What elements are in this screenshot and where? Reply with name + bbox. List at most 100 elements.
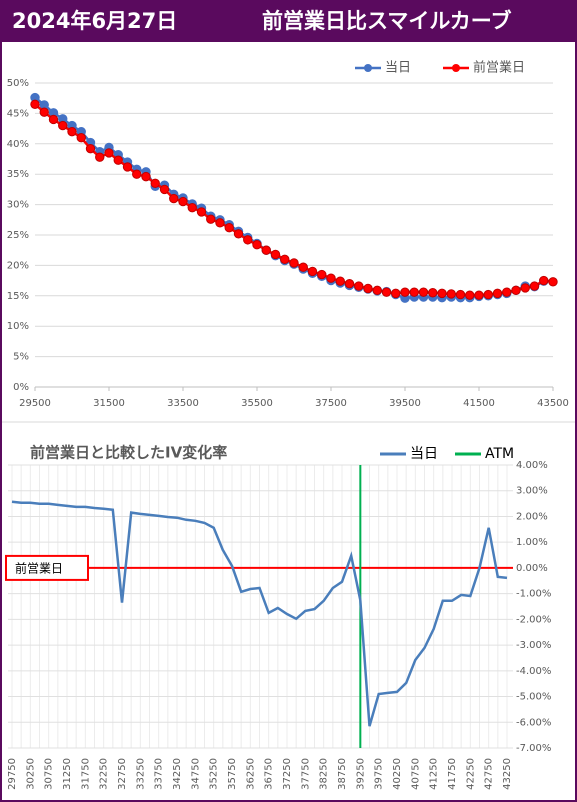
marker [67, 126, 77, 137]
marker [85, 143, 96, 154]
x-tick-label: 41500 [463, 398, 495, 409]
marker [446, 289, 456, 299]
x-tick-label: 41750 [447, 758, 458, 790]
x-tick-label: 33750 [154, 758, 165, 790]
banner [0, 0, 577, 42]
marker [455, 289, 466, 300]
y-tick-label: 45% [7, 108, 29, 119]
marker [335, 276, 345, 286]
x-tick-label: 35250 [209, 758, 220, 790]
y-tick-label: 15% [7, 291, 29, 302]
marker [113, 155, 123, 165]
y2-tick-label: -5.00% [516, 692, 551, 703]
banner-title: 前営業日比スマイルカーブ [262, 9, 511, 33]
x-tick-label: 37500 [315, 398, 347, 409]
x-tick-label: 35750 [227, 758, 238, 790]
marker [122, 162, 133, 172]
marker [511, 285, 521, 296]
x-tick-label: 34250 [172, 758, 183, 790]
x-tick-label: 42750 [484, 758, 495, 790]
y-tick-label: 20% [7, 260, 29, 271]
x-tick-label: 42250 [465, 758, 476, 790]
x-tick-label: 37250 [282, 758, 293, 790]
marker [363, 283, 373, 294]
x-tick-label: 29750 [7, 758, 18, 790]
marker [502, 287, 512, 297]
marker [418, 287, 429, 297]
marker [465, 290, 475, 300]
marker [520, 283, 530, 293]
y2-tick-label: 2.00% [516, 511, 548, 522]
marker [317, 269, 327, 280]
x-tick-label: 31500 [93, 398, 125, 409]
marker [58, 120, 68, 131]
x-tick-label: 31750 [80, 758, 91, 790]
marker [381, 287, 392, 297]
x-tick-label: 31250 [62, 758, 73, 790]
marker [215, 218, 225, 228]
y2-tick-label: -7.00% [516, 743, 551, 754]
marker [132, 169, 142, 179]
marker [224, 223, 234, 233]
marker [141, 171, 151, 182]
marker [169, 193, 179, 204]
marker [76, 133, 86, 143]
y2-tick-label: -3.00% [516, 640, 551, 651]
y2-tick-label: -2.00% [516, 614, 551, 625]
marker [48, 114, 59, 125]
x-tick-label: 38750 [337, 758, 348, 790]
marker [233, 229, 244, 239]
marker [30, 99, 40, 109]
marker [39, 107, 49, 117]
marker [187, 202, 197, 213]
marker [539, 275, 549, 286]
chart-title: 前営業日と比較したIV変化率 [30, 444, 227, 462]
marker [372, 285, 382, 296]
x-tick-label: 40250 [392, 758, 403, 790]
y2-tick-label: 3.00% [516, 486, 548, 497]
y2-tick-label: 0.00% [516, 563, 548, 574]
marker [206, 214, 216, 224]
marker [104, 148, 114, 158]
x-tick-label: 36250 [245, 758, 256, 790]
y-tick-label: 5% [13, 352, 29, 363]
legend-marker [452, 64, 460, 72]
marker [326, 273, 336, 283]
marker [529, 281, 540, 291]
x-tick-label: 41250 [429, 758, 440, 790]
marker [354, 281, 364, 291]
marker [548, 277, 558, 287]
marker [307, 266, 318, 277]
x-tick-label: 33500 [167, 398, 199, 409]
series-line [11, 500, 508, 727]
marker [298, 262, 308, 272]
marker [344, 278, 355, 289]
marker [95, 152, 105, 162]
x-tick-label: 30250 [25, 758, 36, 790]
x-tick-label: 43250 [502, 758, 513, 790]
x-tick-label: 40750 [410, 758, 421, 790]
marker [261, 245, 271, 255]
marker [252, 240, 262, 250]
x-tick-label: 38250 [319, 758, 330, 790]
x-tick-label: 29500 [19, 398, 51, 409]
y-tick-label: 40% [7, 139, 29, 150]
legend-label: 前営業日 [473, 60, 525, 76]
marker [270, 249, 281, 260]
x-tick-label: 32750 [117, 758, 128, 790]
y2-tick-label: -6.00% [516, 717, 551, 728]
y-tick-label: 25% [7, 230, 29, 241]
banner-date: 2024年6月27日 [12, 9, 177, 33]
y2-tick-label: -1.00% [516, 589, 551, 600]
smile-chart: 0% 5% 10% 15% 20% 25% 30% 35% 40% 45% 50% 29500 3150… [7, 60, 569, 410]
y2-tick-label: 1.00% [516, 537, 548, 548]
marker [492, 288, 503, 299]
y-tick-label: 0% [13, 382, 29, 393]
x-tick-label: 37750 [300, 758, 311, 790]
marker [428, 288, 438, 298]
y-tick-label: 50% [7, 78, 29, 89]
marker [409, 287, 419, 297]
x-tick-label: 30750 [44, 758, 55, 790]
